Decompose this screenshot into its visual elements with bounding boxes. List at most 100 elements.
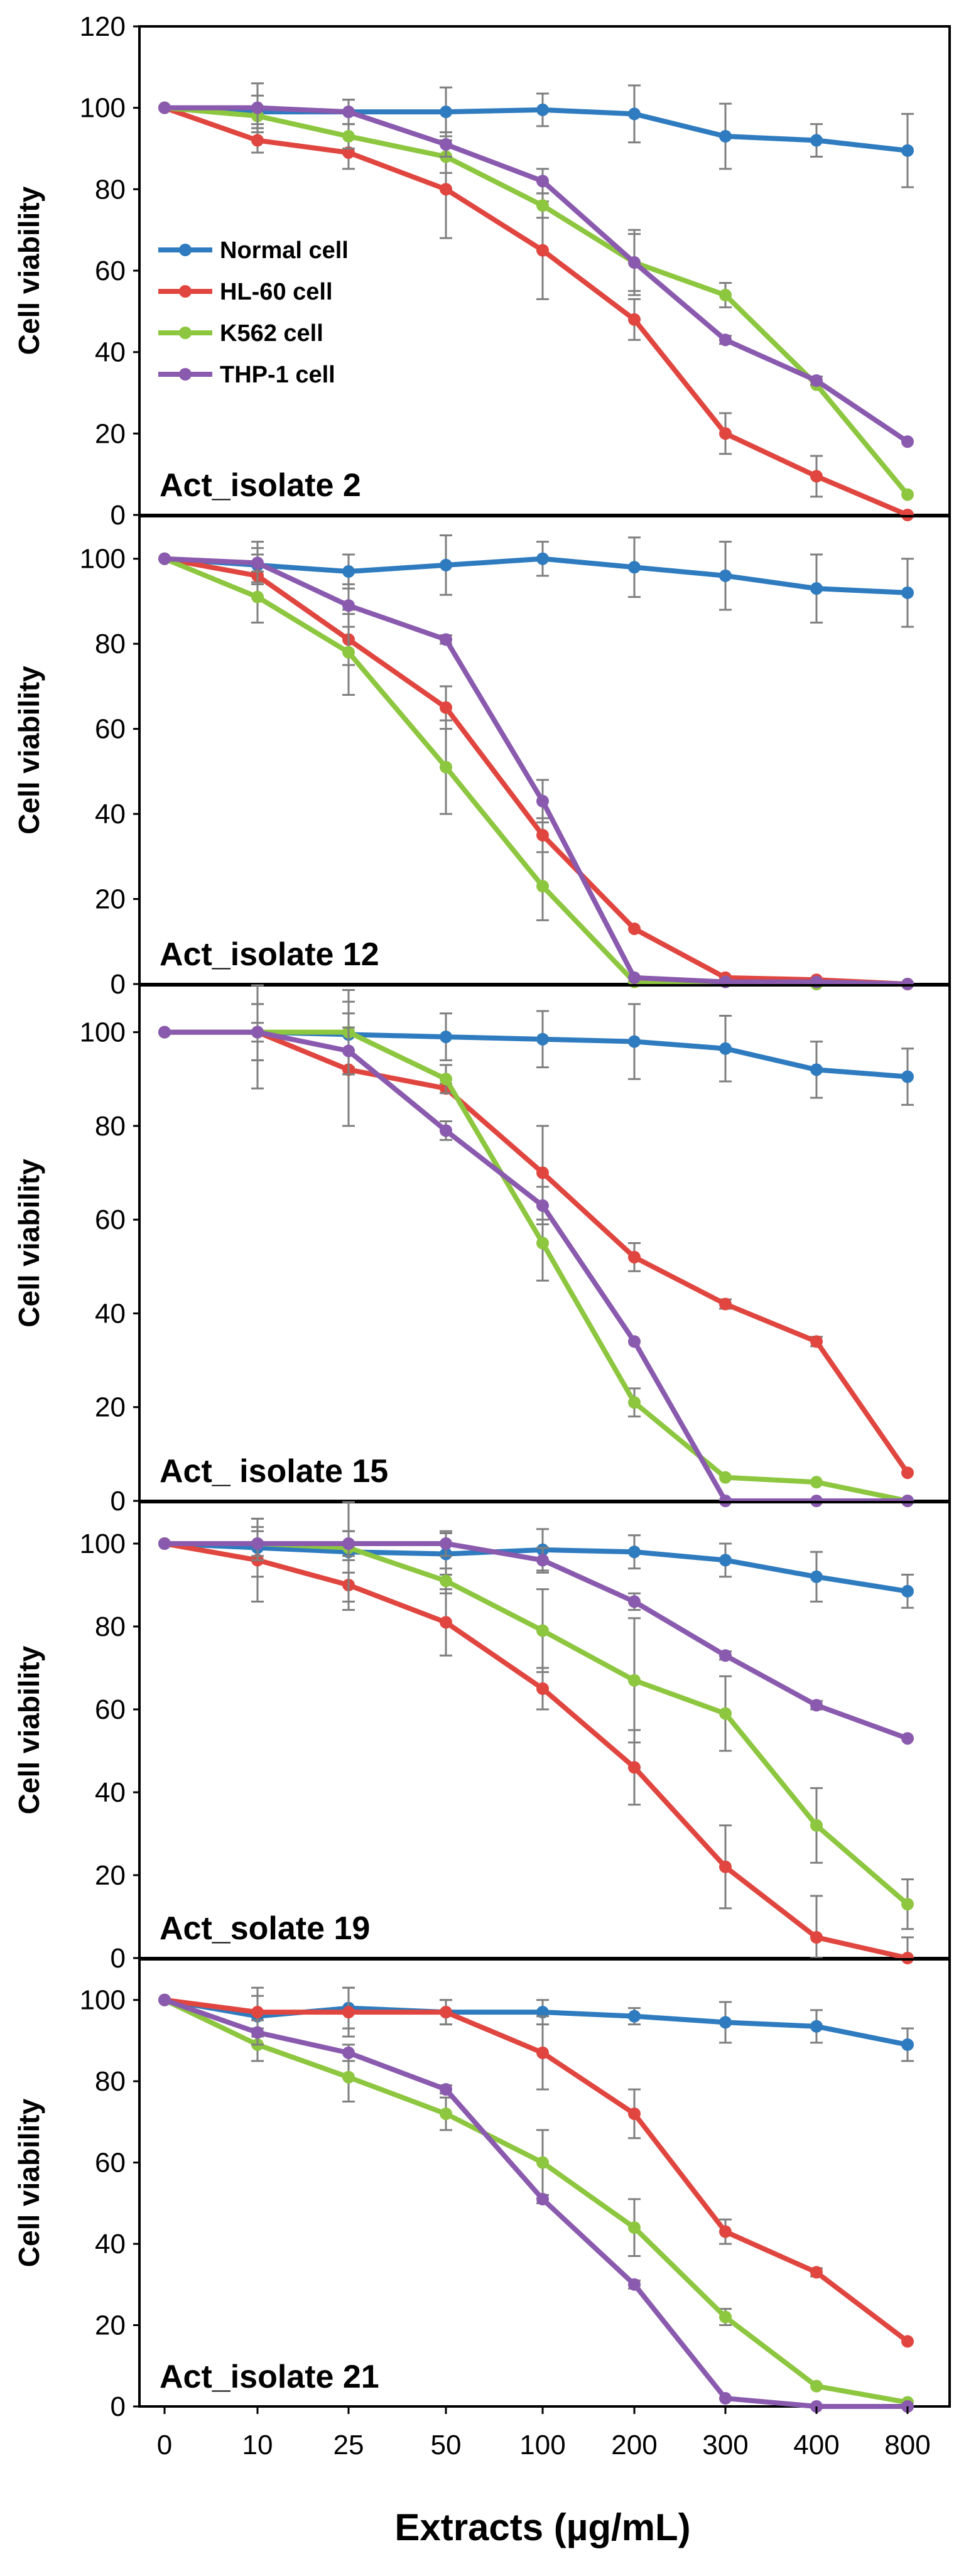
series-line: [165, 1029, 910, 1475]
data-point: [251, 2026, 264, 2039]
data-point: [440, 760, 452, 774]
data-point: [251, 101, 264, 114]
data-point: [719, 288, 732, 301]
data-point: [342, 1537, 355, 1550]
panel-1: 0 20 40 60 80 100 120 Cell viability Act_isolate…: [13, 11, 951, 531]
panel-2: 0 20 40 60 80 100 Cell viability Act_isolate 12: [13, 515, 951, 1000]
data-point: [719, 130, 732, 143]
y-axis-title: Cell viability: [13, 666, 45, 835]
series-hl-60-cell: [158, 552, 914, 990]
y-tick-label: 80: [95, 1111, 126, 1142]
data-point: [901, 1466, 914, 1480]
panel-4: 0 20 40 60 80 100 Cell viability Act_solate 19: [13, 1501, 951, 1974]
data-point: [628, 2278, 641, 2291]
data-point: [440, 183, 452, 196]
series-line: [163, 105, 909, 517]
legend-label: THP-1 cell: [220, 362, 335, 388]
data-point: [536, 103, 549, 116]
data-point: [628, 1335, 641, 1348]
data-point: [810, 374, 823, 387]
y-tick-label: 40: [95, 799, 126, 830]
data-point: [810, 134, 823, 147]
x-tick-label: 0: [157, 2430, 172, 2460]
legend-marker: [179, 327, 192, 339]
legend-marker: [179, 244, 192, 256]
data-point: [440, 1031, 452, 1044]
series-line: [164, 1541, 908, 1961]
data-point: [440, 1616, 452, 1629]
y-tick-label: 100: [80, 1529, 126, 1559]
y-tick-label: 0: [111, 1943, 126, 1974]
series-thp-1-cell: [158, 1003, 914, 1507]
panel-label: Act_solate 19: [160, 1910, 370, 1947]
y-tick-label: 80: [95, 629, 126, 659]
y-tick-label: 60: [95, 1694, 126, 1725]
data-point: [251, 1537, 264, 1550]
series-normal-cell: [158, 84, 914, 188]
series-hl-60-cell: [158, 101, 914, 521]
data-point: [628, 971, 641, 984]
data-point: [810, 2379, 823, 2393]
data-point: [342, 2006, 355, 2019]
data-point: [810, 470, 823, 483]
data-point: [628, 2107, 641, 2120]
data-point: [719, 427, 732, 440]
data-point: [342, 130, 355, 143]
data-point: [440, 2006, 452, 2019]
data-point: [810, 1570, 823, 1583]
x-tick-label: 300: [702, 2430, 748, 2460]
data-point: [251, 1026, 264, 1039]
data-point: [536, 244, 549, 257]
data-point: [342, 646, 355, 659]
data-point: [536, 2156, 549, 2169]
data-point: [810, 1476, 823, 1489]
data-point: [719, 569, 732, 582]
series-k562-cell: [158, 1993, 914, 2409]
series-hl-60-cell: [158, 1986, 914, 2348]
data-point: [901, 1584, 914, 1598]
data-point: [810, 1063, 823, 1076]
data-point: [440, 1073, 452, 1086]
data-point: [158, 101, 171, 114]
data-point: [440, 1124, 452, 1137]
y-tick-label: 20: [95, 1392, 126, 1423]
x-tick-label: 10: [242, 2430, 273, 2460]
data-point: [901, 435, 914, 448]
data-point: [536, 1237, 549, 1250]
y-tick-label: 40: [95, 2229, 126, 2259]
data-point: [628, 561, 641, 574]
data-point: [536, 1682, 549, 1695]
x-tick-label: 400: [793, 2430, 839, 2460]
y-axis-title: Cell viability: [13, 186, 45, 355]
legend-label: Normal cell: [220, 237, 349, 264]
data-point: [536, 1624, 549, 1637]
data-point: [158, 1537, 171, 1550]
y-tick-label: 80: [95, 174, 126, 205]
y-tick-label: 20: [95, 1860, 126, 1891]
data-point: [628, 256, 641, 269]
data-point: [536, 794, 549, 808]
y-tick-label: 80: [95, 1611, 126, 1642]
data-point: [342, 2046, 355, 2059]
data-point: [628, 1674, 641, 1687]
y-tick-label: 20: [95, 418, 126, 449]
data-point: [628, 1595, 641, 1608]
data-point: [810, 2266, 823, 2279]
data-point: [440, 1537, 452, 1550]
data-point: [251, 590, 264, 603]
y-tick-label: 120: [80, 11, 126, 42]
x-tick-label: 25: [333, 2430, 364, 2460]
series-line: [165, 1541, 909, 1907]
data-point: [719, 1297, 732, 1311]
series-thp-1-cell: [158, 541, 914, 990]
data-point: [342, 565, 355, 578]
y-tick-label: 100: [80, 93, 126, 124]
data-point: [440, 2107, 452, 2120]
data-point: [536, 1166, 549, 1179]
series-line: [165, 105, 909, 444]
series-line: [165, 1029, 908, 1503]
y-tick-label: 60: [95, 2148, 126, 2178]
legend-label: HL-60 cell: [220, 279, 333, 305]
data-point: [342, 1044, 355, 1058]
panel-5: 0 20 40 60 80 100 Cell viability Act_isolate 21: [13, 1958, 951, 2422]
